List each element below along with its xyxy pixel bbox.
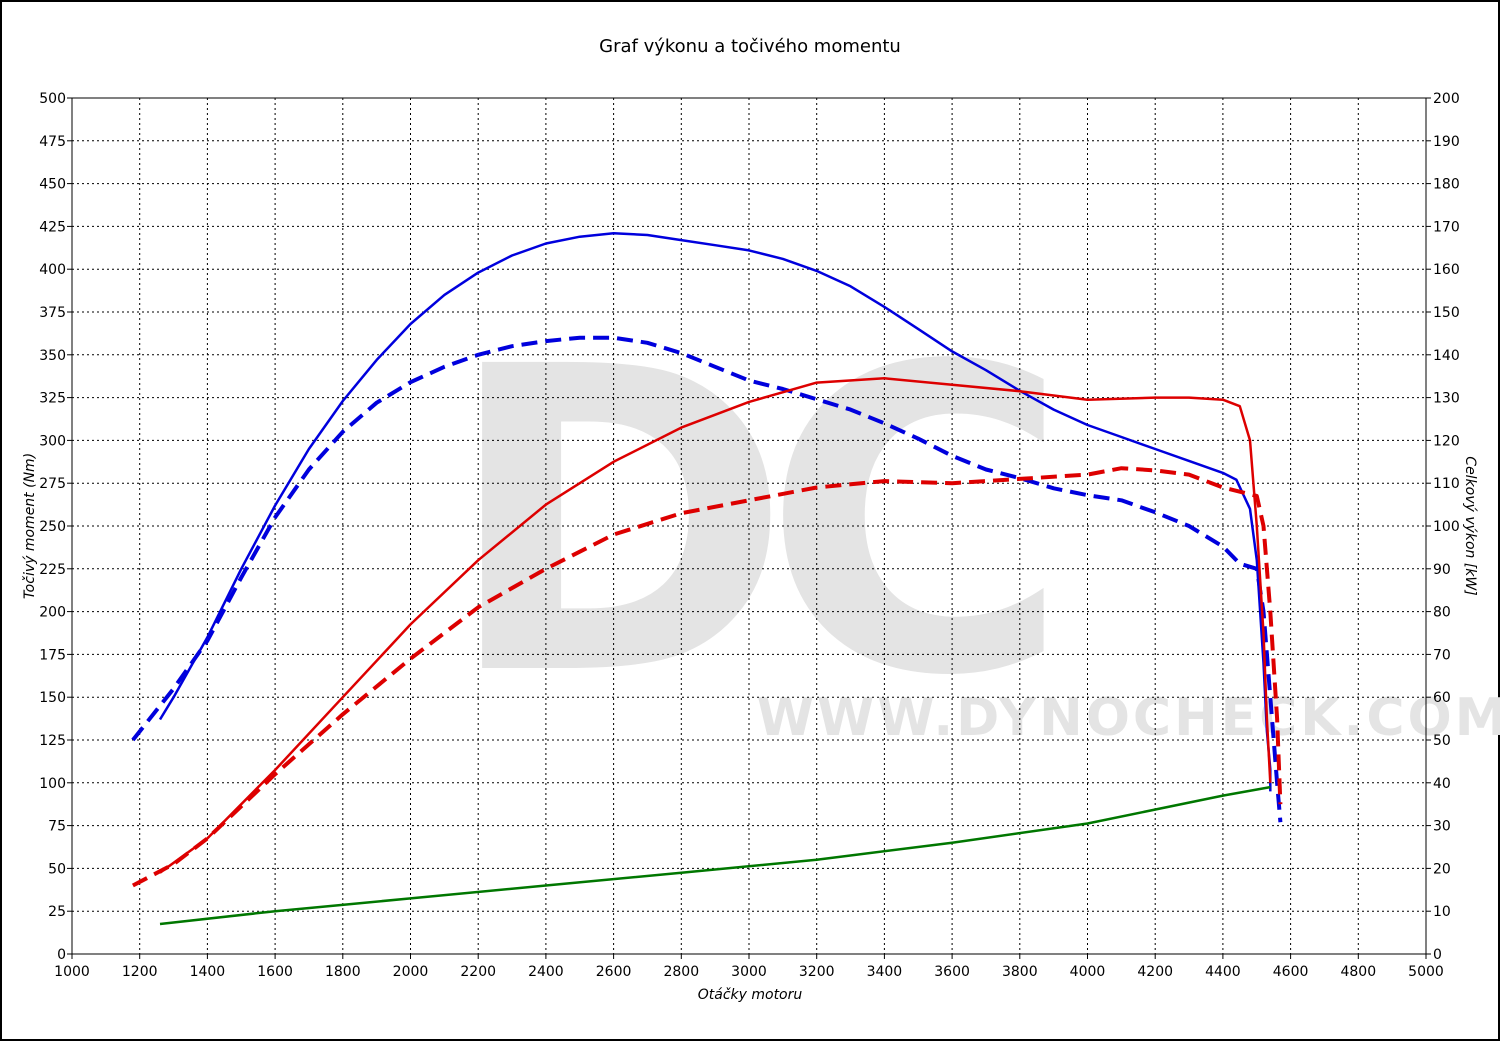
- y-tick-label: 150: [39, 690, 66, 706]
- y-tick-label: 200: [39, 605, 66, 621]
- x-tick-label: 3400: [867, 964, 903, 980]
- y-tick-label: 475: [39, 134, 66, 150]
- y-tick-label: 125: [39, 733, 66, 749]
- x-tick-label: 2200: [460, 964, 496, 980]
- x-tick-label: 4800: [1340, 964, 1376, 980]
- y-tick-label: 300: [39, 433, 66, 449]
- y2-tick-label: 50: [1433, 733, 1451, 749]
- y-tick-label: 275: [39, 476, 66, 492]
- x-tick-label: 2400: [528, 964, 564, 980]
- x-tick-label: 3200: [799, 964, 835, 980]
- y-tick-label: 375: [39, 305, 66, 321]
- plot-border: [71, 97, 1427, 955]
- y2-tick-label: 200: [1433, 91, 1460, 107]
- y2-tick-label: 190: [1433, 134, 1460, 150]
- watermark: WWW.DYNOCHECK.COM: [757, 688, 1500, 748]
- y2-tick-label: 20: [1433, 861, 1451, 877]
- x-axis-label: Otáčky motoru: [698, 987, 803, 1003]
- x-tick-label: 2000: [393, 964, 429, 980]
- y2-tick-label: 0: [1433, 947, 1442, 963]
- x-tick-label: 5000: [1408, 964, 1444, 980]
- y-tick-label: 100: [39, 776, 66, 792]
- y-tick-label: 0: [57, 947, 66, 963]
- y2-tick-label: 100: [1433, 519, 1460, 535]
- y2-tick-label: 80: [1433, 605, 1451, 621]
- x-tick-label: 1200: [122, 964, 158, 980]
- y-axis-label: Točivý moment (Nm): [22, 453, 38, 599]
- series-line: [158, 231, 1272, 792]
- series-line: [131, 335, 1283, 823]
- y2-tick-label: 120: [1433, 433, 1460, 449]
- y2-tick-label: 170: [1433, 219, 1460, 235]
- y-tick-label: 50: [48, 861, 66, 877]
- y2-tick-label: 180: [1433, 177, 1460, 193]
- x-tick-label: 4400: [1205, 964, 1241, 980]
- y2-tick-label: 150: [1433, 305, 1460, 321]
- y2-tick-label: 30: [1433, 819, 1451, 835]
- y-tick-label: 425: [39, 219, 66, 235]
- y-tick-label: 225: [39, 562, 66, 578]
- y2-tick-label: 70: [1433, 647, 1451, 663]
- x-tick-label: 3800: [1002, 964, 1038, 980]
- y2-tick-label: 40: [1433, 776, 1451, 792]
- x-tick-label: 3600: [934, 964, 970, 980]
- y2-tick-label: 10: [1433, 904, 1451, 920]
- x-tick-label: 2600: [596, 964, 632, 980]
- y-tick-label: 350: [39, 348, 66, 364]
- x-tick-label: 4200: [1137, 964, 1173, 980]
- x-tick-label: 1600: [257, 964, 293, 980]
- y2-tick-label: 90: [1433, 562, 1451, 578]
- y-tick-label: 500: [39, 91, 66, 107]
- y-tick-label: 25: [48, 904, 66, 920]
- x-tick-label: 4600: [1273, 964, 1309, 980]
- y2-tick-label: 130: [1433, 391, 1460, 407]
- y2-axis-label: Celkový výkon [kW]: [1462, 456, 1478, 595]
- y-tick-label: 75: [48, 819, 66, 835]
- y-tick-label: 450: [39, 177, 66, 193]
- series-line: [159, 377, 1272, 874]
- y-tick-label: 400: [39, 262, 66, 278]
- x-tick-label: 2800: [663, 964, 699, 980]
- y2-tick-label: 160: [1433, 262, 1460, 278]
- series-line: [159, 785, 1271, 926]
- y-tick-label: 325: [39, 391, 66, 407]
- y-tick-label: 250: [39, 519, 66, 535]
- y2-tick-label: 110: [1433, 476, 1460, 492]
- x-tick-label: 4000: [1070, 964, 1106, 980]
- y2-tick-label: 60: [1433, 690, 1451, 706]
- series-line: [131, 466, 1283, 888]
- x-tick-label: 3000: [731, 964, 767, 980]
- x-tick-label: 1800: [325, 964, 361, 980]
- chart-title: Graf výkonu a točivého momentu: [599, 36, 901, 57]
- x-tick-label: 1400: [190, 964, 226, 980]
- y-tick-label: 175: [39, 647, 66, 663]
- y2-tick-label: 140: [1433, 348, 1460, 364]
- x-tick-label: 1000: [54, 964, 90, 980]
